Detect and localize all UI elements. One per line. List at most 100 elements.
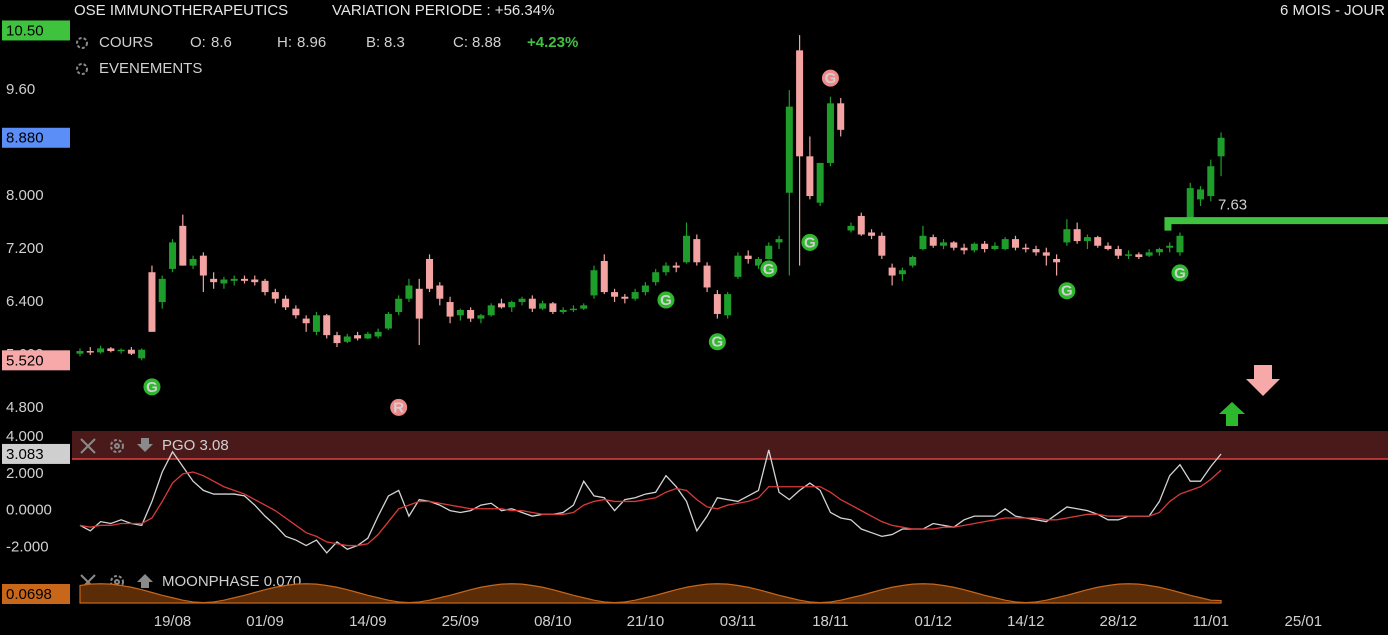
event-label: G xyxy=(804,234,816,251)
event-marker xyxy=(707,332,727,352)
event-label: R xyxy=(393,399,404,416)
x-tick-label: 28/12 xyxy=(1100,613,1138,630)
candle-body xyxy=(384,313,392,329)
event-label: G xyxy=(660,292,672,309)
event-marker xyxy=(1057,281,1077,301)
candle-body xyxy=(282,298,290,308)
candle-body xyxy=(302,318,310,324)
event-label: G xyxy=(1174,265,1186,282)
candle-body xyxy=(1197,189,1205,200)
candle-body xyxy=(1207,166,1215,197)
close-label: C: xyxy=(453,34,468,51)
pgo-line xyxy=(79,469,1222,547)
candle-body xyxy=(446,302,454,317)
high-value: 8.96 xyxy=(297,34,326,51)
candle-body xyxy=(1217,137,1225,157)
price-marker-label: 8.880 xyxy=(6,130,44,147)
candle-body xyxy=(528,298,536,309)
move-up-icon[interactable] xyxy=(137,574,153,588)
candle-body xyxy=(467,309,475,319)
candle-body xyxy=(1022,247,1030,250)
pgo-name: PGO xyxy=(162,437,195,454)
candle-body xyxy=(672,265,680,268)
price-marker-label: 10.50 xyxy=(6,22,44,39)
candle-body xyxy=(230,278,238,281)
instrument-title: OSE IMMUNOTHERAPEUTICS xyxy=(74,2,288,19)
candle-body xyxy=(796,50,804,157)
y-tick-label: 2.000 xyxy=(6,465,44,482)
y-tick-label: 4.000 xyxy=(6,428,44,445)
settings-icon[interactable] xyxy=(76,63,88,75)
candle-body xyxy=(1083,237,1091,242)
x-tick-label: 14/12 xyxy=(1007,613,1045,630)
candle-body xyxy=(734,255,742,277)
candle-body xyxy=(919,235,927,250)
y-tick-label: 8.000 xyxy=(6,187,44,204)
candle-body xyxy=(631,292,639,299)
candle-body xyxy=(487,305,495,316)
candle-body xyxy=(662,265,670,273)
event-marker xyxy=(656,290,676,310)
candle-body xyxy=(261,280,269,293)
settings-icon[interactable] xyxy=(110,439,124,453)
pgo-current-box xyxy=(2,443,70,464)
candle-body xyxy=(210,278,218,283)
settings-icon[interactable] xyxy=(76,37,88,49)
high-label: H: xyxy=(277,34,292,51)
candle-body xyxy=(405,285,413,299)
y-tick-label: 4.800 xyxy=(6,399,44,416)
period-selector[interactable]: 6 MOIS - JOUR xyxy=(1280,2,1385,19)
candle-body xyxy=(580,305,588,309)
candle-body xyxy=(148,272,156,332)
candle-body xyxy=(940,242,948,246)
pgo-line xyxy=(79,449,1222,554)
candle-body xyxy=(179,225,187,266)
candle-body xyxy=(826,103,834,163)
event-marker xyxy=(389,397,409,417)
candle-body xyxy=(1114,249,1122,256)
candle-body xyxy=(271,292,279,299)
candle-body xyxy=(477,315,485,319)
moonphase-panel: MOONPHASE 0.070 0.0698 xyxy=(2,573,1222,604)
candle-body xyxy=(703,265,711,288)
pgo-header-bar xyxy=(72,431,1388,459)
candle-body xyxy=(374,331,382,337)
event-marker xyxy=(142,377,162,397)
change-value: +4.23% xyxy=(527,34,578,51)
candle-body xyxy=(436,285,444,299)
candle-body xyxy=(1001,239,1009,250)
candle-body xyxy=(806,156,814,197)
y-tick-label: 7.200 xyxy=(6,240,44,257)
candle-body xyxy=(1053,258,1061,263)
price-legend: COURS O: 8.6 H: 8.96 B: 8.3 C: 8.88 +4.2… xyxy=(99,34,578,51)
settings-icon[interactable] xyxy=(110,575,124,589)
event-marker xyxy=(820,68,840,88)
candle-body xyxy=(878,235,886,256)
y-tick-label: 0.0000 xyxy=(6,502,52,519)
candle-body xyxy=(220,279,228,284)
series-name: COURS xyxy=(99,34,153,51)
candle-body xyxy=(765,245,773,259)
candle-body xyxy=(415,288,423,319)
candle-body xyxy=(1094,237,1102,246)
candle-body xyxy=(590,270,598,296)
candle-body xyxy=(86,351,94,353)
candle-body xyxy=(611,292,619,297)
candle-body xyxy=(991,245,999,250)
low-value: 8.3 xyxy=(384,34,405,51)
support-level-label: 7.63 xyxy=(1218,197,1247,214)
pgo-current-label: 3.083 xyxy=(6,446,44,463)
x-tick-label: 18/11 xyxy=(812,613,848,630)
candle-body xyxy=(169,242,177,269)
y-tick-label: 6.400 xyxy=(6,293,44,310)
close-icon[interactable] xyxy=(80,438,96,454)
candle-body xyxy=(1032,249,1040,253)
x-tick-label: 03/11 xyxy=(720,613,756,630)
pgo-title: PGO 3.08 xyxy=(162,437,229,454)
candle-body xyxy=(518,298,526,303)
candle-body xyxy=(754,258,762,266)
move-down-icon[interactable] xyxy=(137,438,153,452)
support-level xyxy=(1164,217,1388,231)
